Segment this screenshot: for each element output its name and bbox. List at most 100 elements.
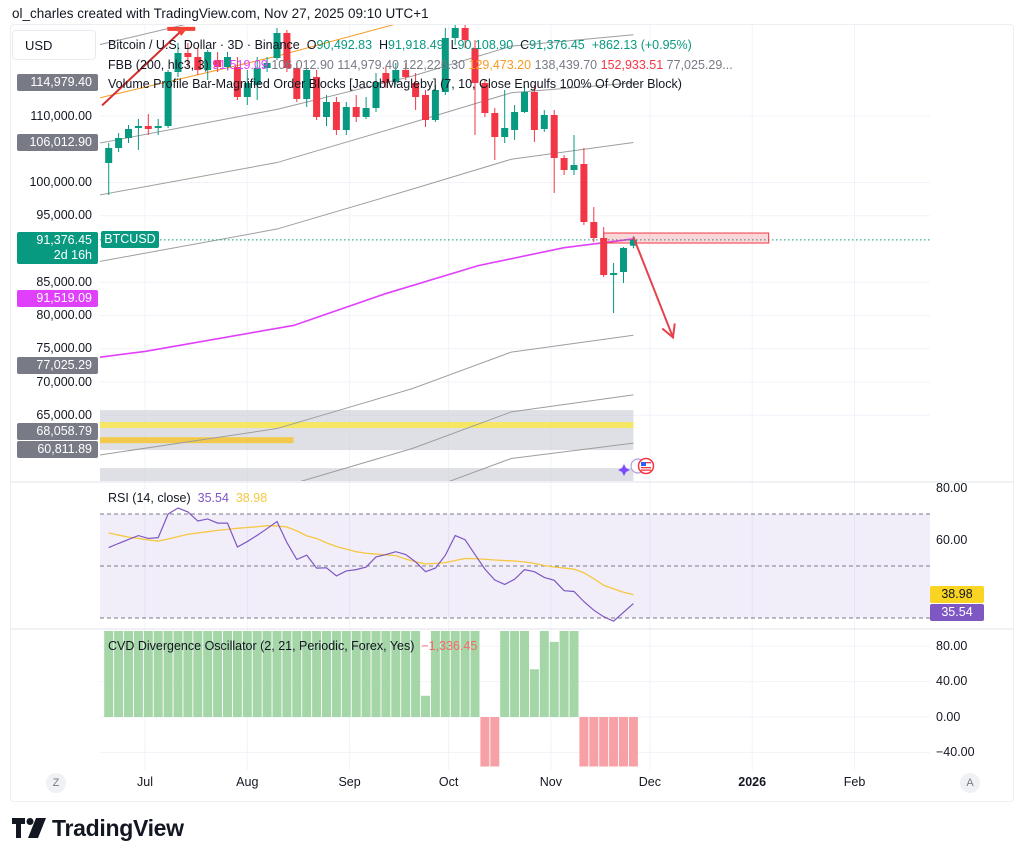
candle[interactable] <box>620 247 627 284</box>
candle[interactable] <box>372 72 380 113</box>
candle-body <box>441 37 449 93</box>
candle[interactable] <box>530 84 538 143</box>
candle[interactable] <box>471 39 479 136</box>
candle-body <box>600 238 608 276</box>
order-block[interactable] <box>603 232 770 244</box>
candle[interactable] <box>570 135 578 176</box>
candle[interactable] <box>283 29 291 72</box>
cvd-pane[interactable] <box>100 629 930 767</box>
auto-scale-button[interactable]: A <box>960 773 980 793</box>
candle-body <box>521 92 528 113</box>
currency-button[interactable]: USD <box>12 30 96 60</box>
candle[interactable] <box>105 143 113 196</box>
candle[interactable] <box>441 27 449 95</box>
candle[interactable] <box>263 56 271 72</box>
arrow-line[interactable] <box>632 236 674 338</box>
price-tick-label: 70,000.00 <box>36 374 92 389</box>
cvd-bar <box>272 631 282 717</box>
candle-body <box>323 102 330 118</box>
candle[interactable] <box>580 148 588 226</box>
candle[interactable] <box>303 67 311 108</box>
cvd-bar <box>421 695 430 717</box>
time-tick-label: Sep <box>338 775 361 789</box>
candle[interactable] <box>352 94 360 123</box>
price-badge: 114,979.40 <box>17 74 98 92</box>
candle[interactable] <box>342 102 350 136</box>
symbol-legend[interactable]: Bitcoin / U.S. Dollar · 3D · Binance O90… <box>108 38 692 52</box>
candle[interactable] <box>481 79 489 118</box>
candle[interactable] <box>412 72 420 111</box>
candle[interactable] <box>461 22 469 48</box>
candle[interactable] <box>243 69 251 106</box>
candle[interactable] <box>451 22 459 45</box>
candle[interactable] <box>540 110 548 133</box>
candle[interactable] <box>174 42 182 77</box>
cvd-bar <box>520 631 529 717</box>
cvd-bar <box>252 631 262 717</box>
cvd-bar <box>619 717 628 767</box>
candle[interactable] <box>392 62 400 85</box>
fbb-legend[interactable]: FBB (200, hlc3, 3) 91,519.09 106,012.90 … <box>108 58 733 73</box>
candle[interactable] <box>521 84 528 114</box>
candle[interactable] <box>144 114 152 136</box>
candle-body <box>550 115 558 159</box>
candle[interactable] <box>204 49 212 80</box>
candle[interactable] <box>590 207 598 243</box>
bollinger-band-line <box>100 334 634 456</box>
close-value: 91,376.45 <box>529 38 585 52</box>
candle[interactable] <box>382 66 390 88</box>
candle[interactable] <box>511 105 519 141</box>
fbb-value: 138,439.70 <box>531 58 598 72</box>
candle[interactable] <box>402 62 410 80</box>
candle[interactable] <box>115 133 123 153</box>
candle[interactable] <box>154 119 162 136</box>
candle-body <box>105 148 113 164</box>
candle[interactable] <box>253 56 261 101</box>
candle[interactable] <box>362 97 370 120</box>
candle[interactable] <box>431 84 439 123</box>
open-value: 90,492.83 <box>316 38 373 52</box>
us-flag-icon[interactable] <box>637 457 655 475</box>
candle[interactable] <box>134 119 142 151</box>
candle[interactable] <box>600 227 608 278</box>
candle[interactable] <box>422 89 429 128</box>
cvd-tick-label: 40.00 <box>936 674 968 689</box>
price-pane[interactable] <box>99 0 930 562</box>
candle[interactable] <box>323 94 330 127</box>
candle[interactable] <box>610 263 618 314</box>
rsi-pane[interactable] <box>100 507 930 622</box>
cvd-bar <box>143 631 153 717</box>
candle[interactable] <box>313 69 321 121</box>
candle[interactable] <box>332 97 340 136</box>
cvd-legend[interactable]: CVD Divergence Oscillator (2, 21, Period… <box>108 639 478 653</box>
time-tick-label: Dec <box>638 775 662 789</box>
candle[interactable] <box>550 110 558 194</box>
candle[interactable] <box>214 51 222 72</box>
candle-body <box>115 138 123 149</box>
fbb-value: 77,025.29... <box>663 58 733 72</box>
candle[interactable] <box>273 27 281 60</box>
candle[interactable] <box>293 62 301 103</box>
volume-profile-legend[interactable]: Volume Profile Bar-Magnified Order Block… <box>108 77 682 92</box>
candle-body <box>204 51 212 70</box>
rsi-legend[interactable]: RSI (14, close) 35.54 38.98 <box>108 491 268 505</box>
candle[interactable] <box>125 125 132 144</box>
candle-body <box>283 32 291 68</box>
candle[interactable] <box>560 155 568 176</box>
candle[interactable] <box>233 56 241 101</box>
symbol-title: Bitcoin / U.S. Dollar · 3D · Binance <box>108 38 300 52</box>
candle-body <box>352 107 360 118</box>
candle[interactable] <box>184 42 192 67</box>
candle[interactable] <box>164 69 172 129</box>
candle[interactable] <box>224 51 231 70</box>
candle-body <box>530 92 538 131</box>
cvd-bar <box>322 631 331 717</box>
candle[interactable] <box>501 89 509 144</box>
candle[interactable] <box>491 108 499 161</box>
cvd-bar <box>203 631 213 717</box>
candle[interactable] <box>194 47 202 75</box>
trend-line[interactable] <box>101 30 182 107</box>
cvd-bar <box>163 631 173 717</box>
timezone-button[interactable]: Z <box>46 773 66 793</box>
